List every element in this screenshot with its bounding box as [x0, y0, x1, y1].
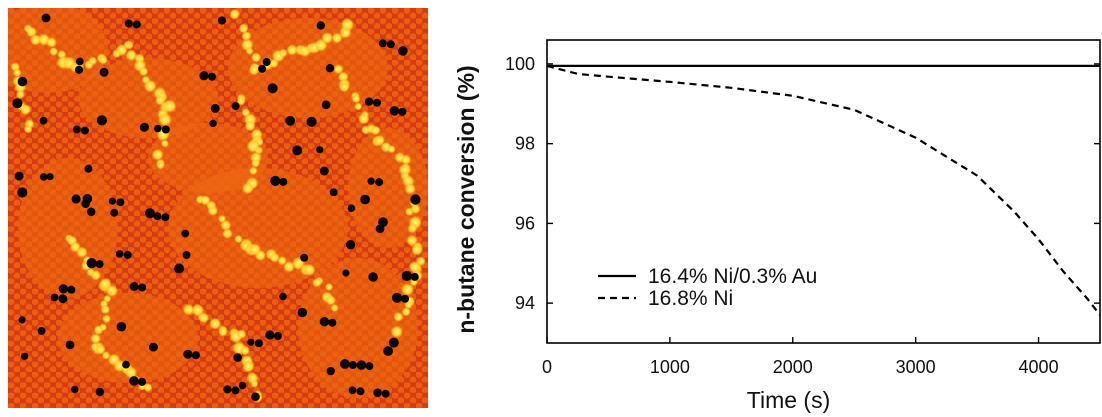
- stm-micrograph: [8, 8, 428, 408]
- y-tick-label: 100: [505, 54, 535, 74]
- x-tick-label: 0: [542, 357, 552, 377]
- x-axis: 0 1000 2000 3000 4000: [542, 337, 1059, 377]
- y-axis-label: n-butane conversion (%): [453, 65, 479, 333]
- stm-bright-atoms: [10, 8, 426, 403]
- stm-micrograph-picture: [8, 8, 428, 408]
- x-tick-label: 3000: [896, 357, 936, 377]
- legend-label-ni-au: 16.4% Ni/0.3% Au: [648, 265, 817, 288]
- x-tick-label: 1000: [650, 357, 690, 377]
- x-tick-label: 4000: [1019, 357, 1059, 377]
- series-layer: [546, 64, 1101, 316]
- atomic-lattice: [8, 8, 428, 408]
- y-axis: 94 96 98 100: [505, 54, 1100, 313]
- legend: 16.4% Ni/0.3% Au 16.8% Ni: [598, 265, 817, 310]
- conversion-chart: 0 1000 2000 3000 4000 94 96 98 100 Time (s) n-b…: [453, 39, 1101, 413]
- plot-frame: [546, 39, 1101, 344]
- x-tick-label: 2000: [773, 357, 813, 377]
- stm-dark-vacancies: [12, 13, 421, 402]
- x-axis-label: Time (s): [747, 387, 830, 413]
- y-tick-label: 94: [515, 293, 535, 313]
- y-tick-label: 96: [515, 213, 535, 233]
- y-tick-label: 98: [515, 134, 535, 154]
- series-line-1: [546, 64, 1101, 316]
- legend-label-ni: 16.8% Ni: [648, 287, 733, 310]
